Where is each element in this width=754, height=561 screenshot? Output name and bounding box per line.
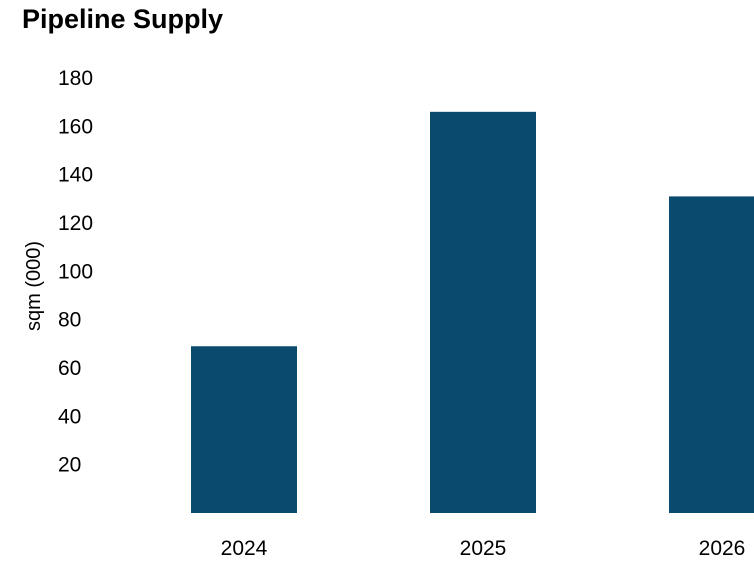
x-tick-label: 2026	[699, 537, 746, 560]
bars	[191, 111, 754, 513]
y-axis-label: sqm (000)	[23, 241, 45, 331]
y-tick-label: 180	[58, 67, 93, 90]
bar-2024	[191, 346, 297, 513]
y-tick-label: 140	[58, 164, 93, 187]
x-tick-label: 2025	[460, 537, 507, 560]
y-tick-label: 80	[58, 309, 81, 332]
y-tick-label: 60	[58, 357, 81, 380]
y-tick-label: 100	[58, 260, 93, 283]
y-tick-label: 160	[58, 115, 93, 138]
x-axis-ticks: 2024 2025 2026	[221, 537, 746, 560]
y-axis-ticks: 20 40 60 80 100 120 140 160 180	[58, 67, 93, 477]
y-tick-label: 120	[58, 212, 93, 235]
bar-2026	[669, 196, 754, 513]
x-tick-label: 2024	[221, 537, 268, 560]
bar-2025	[430, 111, 536, 513]
y-tick-label: 40	[58, 405, 81, 428]
chart-title: Pipeline Supply	[22, 4, 224, 34]
y-tick-label: 20	[58, 454, 81, 477]
